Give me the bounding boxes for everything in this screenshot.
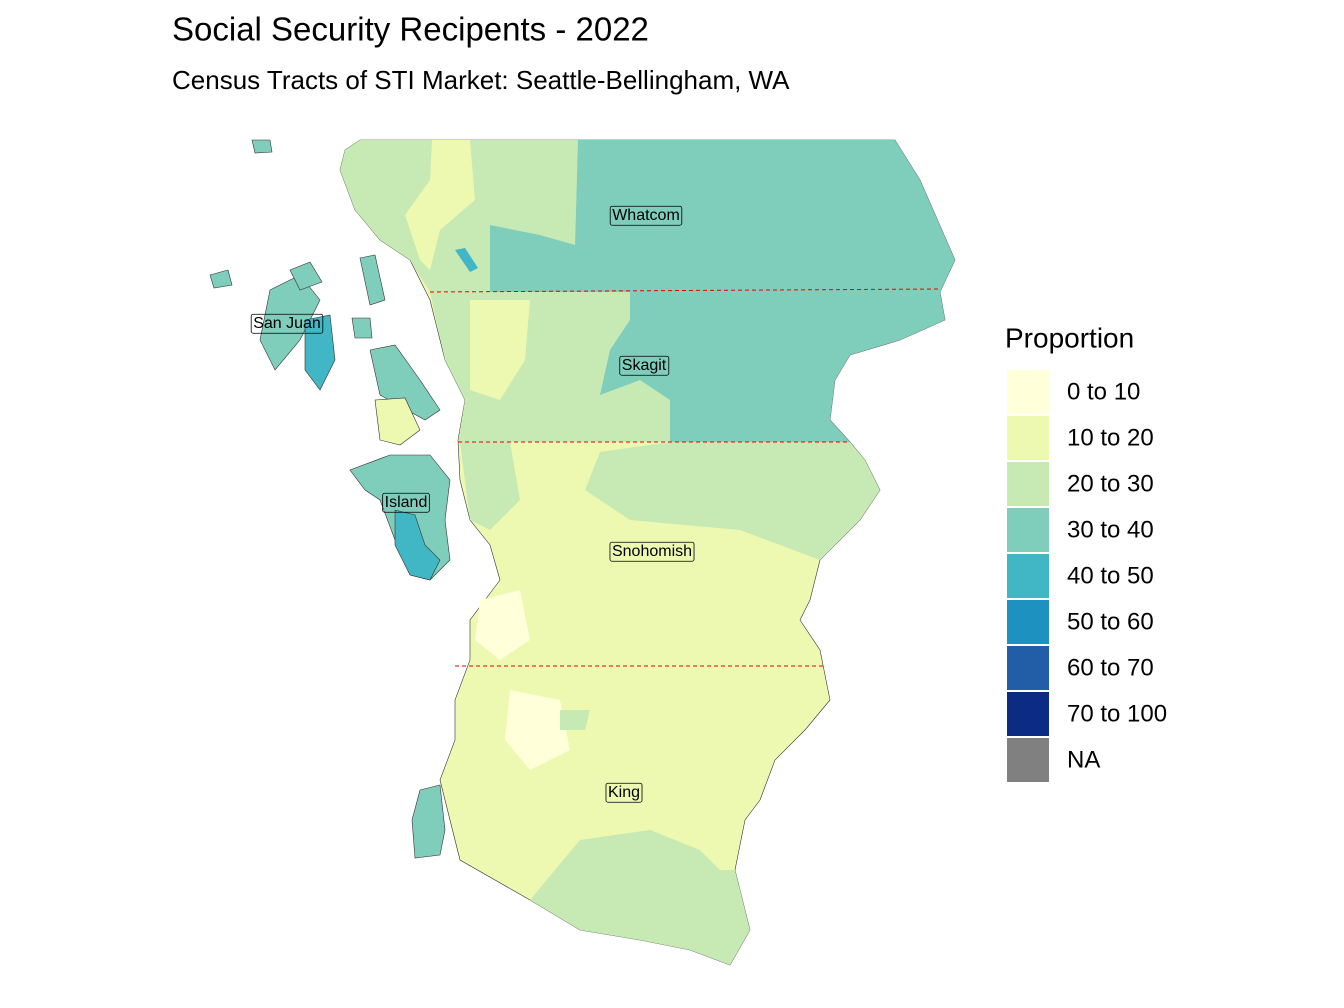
county-label-box [609, 205, 683, 226]
county-label-box [609, 541, 695, 562]
tract-region [505, 690, 570, 770]
county-label-box [605, 782, 643, 803]
legend-label: NA [1067, 746, 1100, 773]
tract-region [405, 140, 475, 270]
island [394, 509, 441, 581]
county-label: Snohomish [612, 543, 692, 560]
legend-label: 40 to 50 [1067, 562, 1154, 589]
island [209, 269, 233, 289]
tract-region [600, 292, 945, 442]
county-borders [429, 288, 941, 667]
county-labels: Whatcom Skagit San Juan Island Snohomish King [250, 205, 695, 803]
tract-region [475, 590, 530, 660]
county-label: Skagit [622, 357, 667, 374]
county-border [429, 288, 941, 293]
island [304, 314, 336, 391]
island [359, 254, 386, 306]
legend-label: 20 to 30 [1067, 470, 1154, 497]
county-label-box [250, 313, 324, 334]
tract-region [490, 140, 955, 292]
tract-region [530, 830, 750, 965]
legend: Proportion 0 to 10 10 to 20 20 to 30 30 to 4… [1005, 322, 1167, 782]
island [289, 261, 323, 291]
island [369, 344, 441, 421]
map-title: Social Security Recipents - 2022 [172, 11, 649, 48]
island [251, 139, 273, 154]
island [351, 317, 373, 339]
legend-swatch [1007, 508, 1049, 552]
map-subtitle: Census Tracts of STI Market: Seattle-Bel… [172, 65, 790, 95]
legend-swatch [1007, 554, 1049, 598]
legend-label: 50 to 60 [1067, 608, 1154, 635]
legend-swatch [1007, 738, 1049, 782]
legend-label: 70 to 100 [1067, 700, 1167, 727]
tract-region [460, 442, 520, 530]
tract-region [470, 300, 530, 400]
legend-label: 0 to 10 [1067, 378, 1140, 405]
legend-title: Proportion [1005, 322, 1134, 353]
legend-swatch [1007, 600, 1049, 644]
legend-swatch [1007, 416, 1049, 460]
county-label-box [382, 492, 430, 513]
county-label-box [619, 355, 670, 376]
legend-swatch [1007, 646, 1049, 690]
legend-label: 60 to 70 [1067, 654, 1154, 681]
legend-label: 30 to 40 [1067, 516, 1154, 543]
county-label: Whatcom [612, 207, 680, 224]
legend-swatch [1007, 692, 1049, 736]
legend-label: 10 to 20 [1067, 424, 1154, 451]
legend-swatch [1007, 370, 1049, 414]
legend-swatch [1007, 462, 1049, 506]
county-label: King [608, 784, 640, 801]
county-label: Island [385, 494, 428, 511]
island [374, 397, 421, 446]
tract-region [585, 442, 880, 560]
tract-region [340, 140, 578, 292]
map [209, 139, 956, 966]
county-label: San Juan [253, 315, 321, 332]
island [411, 784, 446, 859]
tract-region [560, 710, 590, 730]
tract-region [455, 248, 478, 272]
